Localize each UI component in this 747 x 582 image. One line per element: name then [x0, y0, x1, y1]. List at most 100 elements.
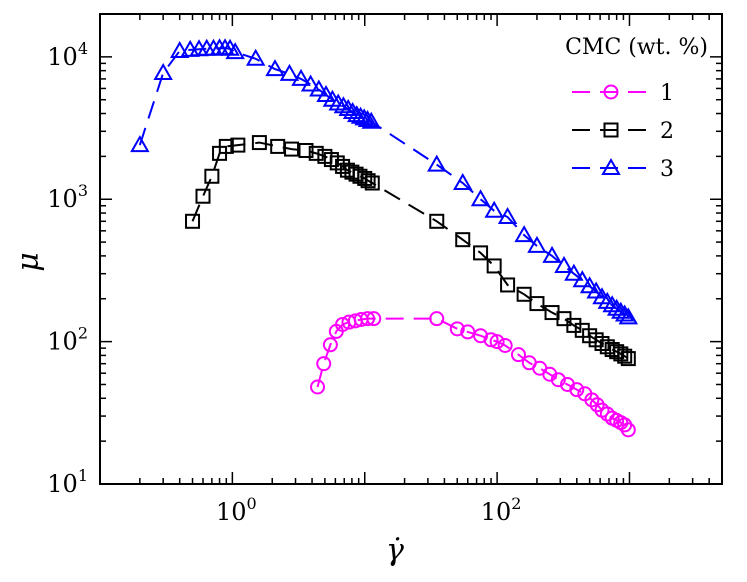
series-1-point	[322, 337, 338, 353]
series-2-point	[195, 188, 211, 204]
x-tick-label: 100	[216, 494, 257, 526]
series-3-point	[470, 189, 491, 207]
series-2-point	[185, 213, 201, 229]
legend-label: 2	[660, 119, 674, 144]
series-2-point	[455, 232, 471, 248]
series-2-point	[429, 213, 445, 229]
series-1-point	[584, 392, 600, 408]
series-2-point	[360, 173, 376, 189]
series-2-point	[308, 145, 324, 161]
series-3-point	[554, 255, 574, 273]
series-1-point	[360, 311, 376, 327]
series-1-point	[316, 356, 332, 372]
series-2-point	[357, 170, 373, 186]
legend-marker	[601, 157, 621, 175]
legend-entry-3: 3	[572, 157, 674, 182]
series-3-point	[527, 235, 547, 253]
series-layer	[130, 38, 639, 438]
y-tick-label: 102	[47, 324, 88, 356]
series-3-point	[572, 270, 593, 288]
series-2-point	[516, 286, 532, 302]
series-2-point	[486, 258, 502, 274]
series-3-point	[338, 99, 358, 117]
series-3-point	[602, 295, 622, 313]
series-1-point	[449, 321, 465, 337]
series-2-point	[204, 168, 220, 184]
y-tick-label: 101	[47, 466, 88, 498]
x-axis-title: γ̇	[386, 533, 404, 568]
series-3-point	[342, 101, 363, 119]
series-3-point	[309, 79, 329, 97]
series-3-point	[606, 298, 627, 316]
series-2-point	[617, 348, 633, 364]
series-3-point	[153, 63, 173, 81]
series-1-point	[569, 382, 585, 398]
series-2-point	[500, 277, 516, 293]
series-1-point	[310, 379, 326, 395]
series-3-point	[130, 135, 150, 153]
series-2-point	[218, 138, 234, 154]
series-3-point	[347, 105, 367, 123]
legend-label: 3	[660, 157, 674, 182]
legend-entry-1: 1	[572, 81, 674, 106]
y-axis-title: μ	[11, 252, 46, 272]
series-2-point	[298, 142, 314, 158]
legend-label: 1	[660, 81, 674, 106]
plot-frame	[99, 13, 723, 485]
series-2-point	[620, 351, 636, 367]
series-2-point	[529, 296, 545, 312]
series-3-point	[333, 96, 354, 114]
series-3-point	[542, 245, 562, 263]
series-1	[310, 311, 636, 438]
series-1-point	[366, 311, 382, 327]
series-3	[130, 38, 639, 325]
series-3-point	[611, 301, 631, 319]
series-3-point	[497, 207, 518, 225]
series-3-point	[514, 225, 534, 243]
y-tick-label: 103	[47, 181, 88, 213]
series-3-point	[265, 59, 285, 77]
series-1-point	[429, 311, 445, 327]
series-3-point	[453, 173, 473, 191]
series-3-point	[279, 63, 300, 81]
series-2-point	[473, 245, 489, 261]
series-3-point	[427, 154, 447, 172]
series-2-line	[191, 141, 629, 360]
series-3-point	[614, 304, 635, 322]
series-1-point	[497, 337, 513, 353]
x-tick-label: 102	[481, 494, 522, 526]
series-1-point	[550, 372, 566, 388]
series-3-point	[357, 110, 378, 128]
y-tick-label: 104	[47, 39, 88, 71]
series-3-point	[225, 42, 245, 60]
series-2-point	[566, 317, 582, 333]
legend-title: CMC (wt. %)	[565, 35, 708, 60]
series-3-point	[300, 74, 321, 92]
series-2-point	[364, 175, 380, 191]
series-3-point	[245, 48, 266, 66]
series-2-point	[613, 346, 629, 362]
legend-marker	[603, 122, 619, 138]
series-2-point	[230, 137, 246, 153]
series-1-point	[510, 347, 526, 363]
series-1-point	[483, 332, 499, 348]
series-2-point	[284, 141, 300, 157]
series-3-point	[361, 111, 381, 129]
series-3-point	[564, 263, 584, 281]
series-3-point	[291, 68, 311, 86]
series-3-point	[597, 291, 618, 309]
legend-marker	[603, 84, 619, 100]
series-3-point	[618, 307, 639, 325]
series-2-point	[251, 135, 267, 151]
series-2	[185, 135, 636, 367]
series-3-point	[328, 93, 348, 111]
tick-label-layer: 100 102 101 102 103 104	[47, 39, 521, 526]
legend-entry-2: 2	[572, 119, 674, 144]
series-3-point	[579, 276, 600, 294]
legend: CMC (wt. %) 1 2 3	[565, 35, 708, 182]
series-1-point	[489, 334, 505, 350]
series-3-point	[484, 200, 504, 218]
series-3-point	[169, 40, 190, 58]
series-2-point	[270, 138, 286, 154]
